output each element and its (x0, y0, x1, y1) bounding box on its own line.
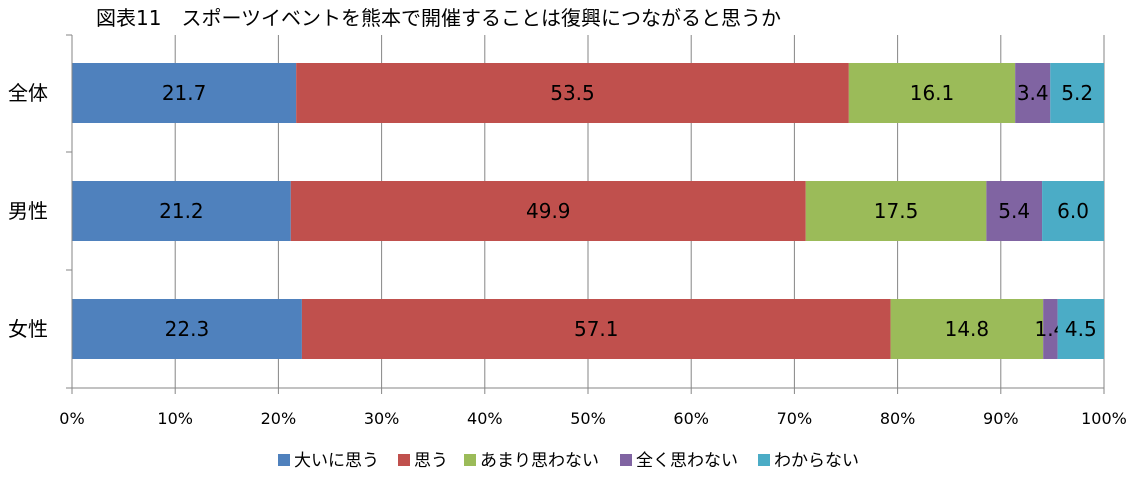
category-label: 男性 (8, 199, 48, 223)
data-label: 21.7 (162, 81, 207, 105)
data-label: 22.3 (165, 317, 210, 341)
x-tick-label: 20% (261, 409, 297, 428)
bar-segment (1050, 63, 1104, 123)
x-tick-label: 70% (777, 409, 813, 428)
data-label: 16.1 (910, 81, 955, 105)
bar-segment (1043, 299, 1058, 359)
bar-segment (986, 181, 1043, 241)
data-label: 53.5 (550, 81, 595, 105)
legend-swatch (620, 454, 632, 466)
bar-segment (301, 299, 891, 359)
x-tick-label: 60% (673, 409, 709, 428)
legend-swatch (464, 454, 476, 466)
data-label: 49.9 (526, 199, 571, 223)
bars: 21.7 53.5 16.1 3.4 5.2 21.2 49.9 17.5 5.4 6.0 22.3… (72, 63, 1104, 359)
bar-segment (1015, 63, 1051, 123)
chart-title: 図表11 スポーツイベントを熊本で開催することは復興につながると思うか (96, 6, 781, 30)
bar-segment (848, 63, 1016, 123)
data-label: 5.4 (998, 199, 1030, 223)
bar-segment (1042, 181, 1104, 241)
bar-segment (72, 181, 291, 241)
x-tick-label: 40% (467, 409, 503, 428)
legend-swatch (398, 454, 410, 466)
x-tick-label: 80% (880, 409, 916, 428)
x-tick-label: 100% (1081, 409, 1127, 428)
bar-segment (72, 299, 302, 359)
bar-segment (890, 299, 1044, 359)
data-label: 3.4 (1017, 81, 1049, 105)
x-tick-label: 30% (364, 409, 400, 428)
data-label: 14.8 (945, 317, 990, 341)
legend-label: あまり思わない (480, 451, 599, 471)
x-tick-label: 90% (983, 409, 1019, 428)
bar-segment (1057, 299, 1104, 359)
data-label: 6.0 (1057, 199, 1089, 223)
legend-label: 大いに思う (294, 451, 379, 471)
data-label: 4.5 (1065, 317, 1097, 341)
bar-segment (290, 181, 806, 241)
data-label: 17.5 (874, 199, 919, 223)
category-label: 女性 (8, 317, 48, 341)
x-tick-label: 10% (157, 409, 193, 428)
data-label: 5.2 (1061, 81, 1093, 105)
legend: 大いに思う 思う あまり思わない 全く思わない わからない (278, 451, 859, 471)
data-label: 21.2 (159, 199, 204, 223)
x-tick-label: 50% (570, 409, 606, 428)
legend-label: わからない (774, 451, 859, 471)
legend-swatch (278, 454, 290, 466)
legend-swatch (758, 454, 770, 466)
x-tick-label: 0% (59, 409, 84, 428)
data-label: 57.1 (574, 317, 619, 341)
bar-segment (72, 63, 297, 123)
category-label: 全体 (8, 81, 48, 105)
legend-label: 思う (414, 451, 448, 471)
bar-segment (805, 181, 987, 241)
legend-label: 全く思わない (636, 451, 738, 471)
bar-segment (296, 63, 849, 123)
